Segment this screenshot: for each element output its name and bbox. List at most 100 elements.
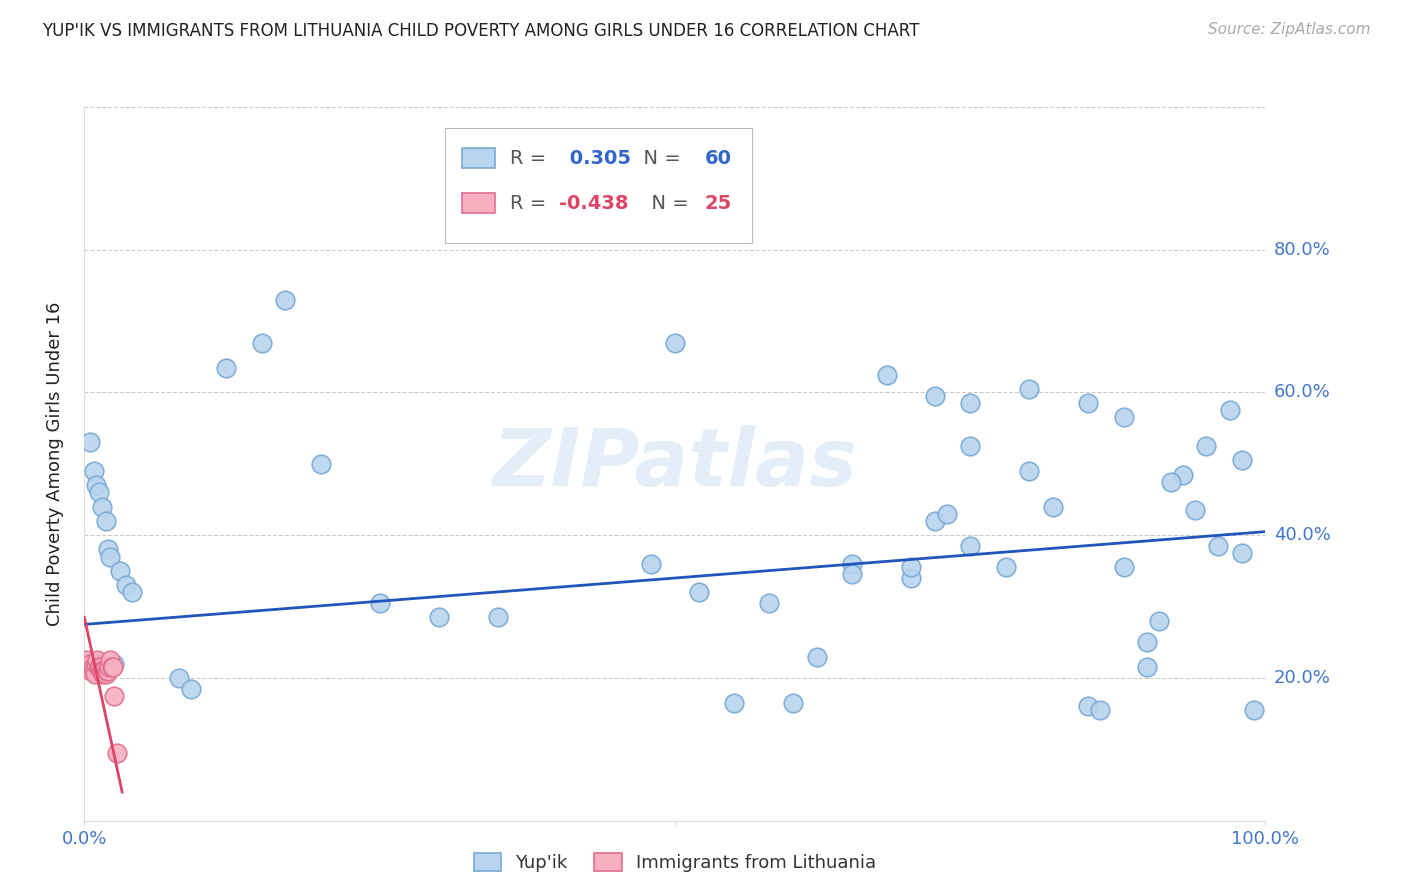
Point — [84, 667, 107, 681]
Text: 40.0%: 40.0% — [1274, 526, 1330, 544]
Point — [994, 560, 1017, 574]
Point — [76, 653, 98, 667]
Point — [89, 660, 111, 674]
Text: 25: 25 — [704, 194, 731, 213]
Point — [91, 667, 114, 681]
Point — [1243, 703, 1265, 717]
Point — [250, 335, 273, 350]
Point — [1018, 464, 1040, 478]
Point — [900, 560, 922, 574]
Point — [86, 653, 108, 667]
Point — [108, 564, 131, 578]
Point — [1088, 703, 1111, 717]
Text: Source: ZipAtlas.com: Source: ZipAtlas.com — [1208, 22, 1371, 37]
Point — [427, 610, 450, 624]
Point — [98, 549, 121, 564]
Point — [688, 585, 710, 599]
Point — [959, 396, 981, 410]
Point — [96, 664, 118, 678]
Y-axis label: Child Poverty Among Girls Under 16: Child Poverty Among Girls Under 16 — [45, 301, 63, 626]
Point — [640, 557, 662, 571]
Point — [935, 507, 957, 521]
Point — [87, 660, 110, 674]
Point — [900, 571, 922, 585]
Point — [1077, 396, 1099, 410]
Point — [79, 657, 101, 671]
Text: 60.0%: 60.0% — [1274, 384, 1330, 401]
Point — [1136, 635, 1159, 649]
Point — [1112, 560, 1135, 574]
Point — [924, 514, 946, 528]
Point — [274, 293, 297, 307]
Point — [94, 514, 117, 528]
Point — [84, 478, 107, 492]
Text: 60: 60 — [704, 149, 731, 168]
Point — [97, 664, 120, 678]
Point — [79, 435, 101, 450]
Point — [80, 664, 103, 678]
Point — [368, 596, 391, 610]
Point — [1042, 500, 1064, 514]
Text: N =: N = — [631, 149, 688, 168]
Point — [1195, 439, 1218, 453]
Point — [94, 667, 117, 681]
Text: YUP'IK VS IMMIGRANTS FROM LITHUANIA CHILD POVERTY AMONG GIRLS UNDER 16 CORRELATI: YUP'IK VS IMMIGRANTS FROM LITHUANIA CHIL… — [42, 22, 920, 40]
Text: -0.438: -0.438 — [560, 194, 628, 213]
Point — [1136, 660, 1159, 674]
Point — [98, 653, 121, 667]
Point — [100, 660, 122, 674]
Point — [91, 500, 114, 514]
Point — [1147, 614, 1170, 628]
FancyBboxPatch shape — [463, 148, 495, 169]
Point — [876, 368, 898, 382]
Text: 80.0%: 80.0% — [1274, 241, 1330, 259]
Point — [97, 542, 120, 557]
Text: R =: R = — [509, 149, 553, 168]
Point — [1077, 699, 1099, 714]
Point — [1230, 453, 1253, 467]
Point — [924, 389, 946, 403]
Point — [82, 660, 104, 674]
Point — [1219, 403, 1241, 417]
Point — [90, 664, 112, 678]
Point — [91, 664, 114, 678]
Point — [98, 660, 121, 674]
Point — [782, 696, 804, 710]
Text: N =: N = — [640, 194, 696, 213]
Point — [93, 664, 115, 678]
Point — [103, 689, 125, 703]
Point — [83, 464, 105, 478]
Point — [1112, 410, 1135, 425]
Point — [841, 557, 863, 571]
Point — [87, 485, 110, 500]
Point — [77, 660, 100, 674]
Point — [1171, 467, 1194, 482]
Point — [664, 335, 686, 350]
Point — [167, 671, 190, 685]
Point — [84, 657, 107, 671]
Point — [103, 657, 125, 671]
Point — [959, 539, 981, 553]
Point — [77, 660, 100, 674]
Point — [486, 610, 509, 624]
Text: 20.0%: 20.0% — [1274, 669, 1330, 687]
Point — [1160, 475, 1182, 489]
Point — [1018, 382, 1040, 396]
Point — [215, 360, 238, 375]
Point — [309, 457, 332, 471]
Point — [1184, 503, 1206, 517]
Point — [114, 578, 136, 592]
Point — [180, 681, 202, 696]
FancyBboxPatch shape — [463, 194, 495, 213]
Point — [959, 439, 981, 453]
Point — [723, 696, 745, 710]
Legend: Yup'ik, Immigrants from Lithuania: Yup'ik, Immigrants from Lithuania — [467, 846, 883, 880]
Point — [101, 660, 124, 674]
Point — [83, 664, 105, 678]
Text: ZIPatlas: ZIPatlas — [492, 425, 858, 503]
FancyBboxPatch shape — [444, 128, 752, 243]
Text: 0.305: 0.305 — [562, 149, 631, 168]
Point — [841, 567, 863, 582]
Text: R =: R = — [509, 194, 553, 213]
Point — [806, 649, 828, 664]
